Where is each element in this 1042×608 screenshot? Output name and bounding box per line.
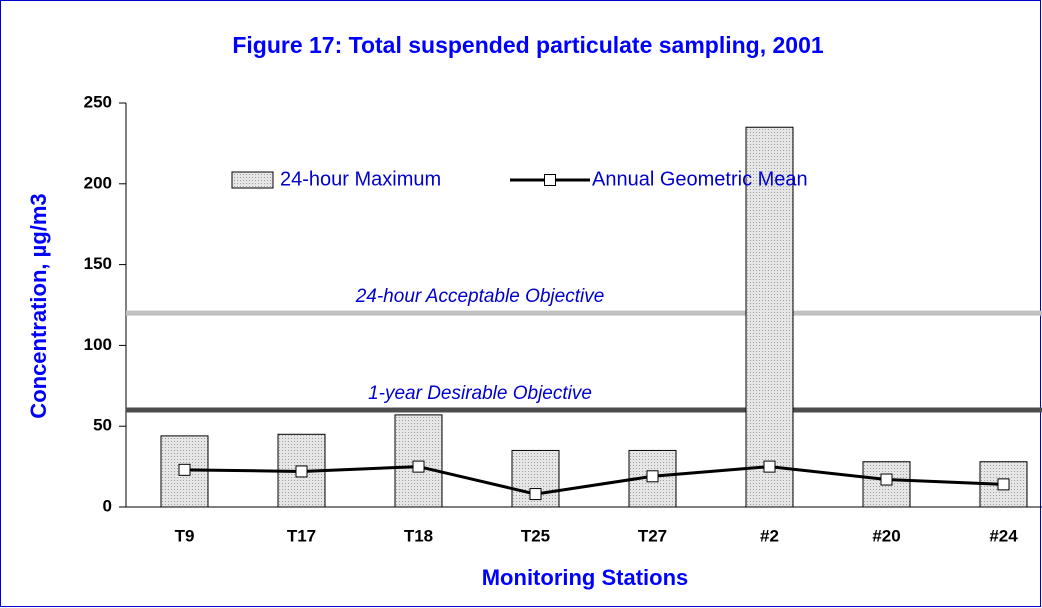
x-tick-label: T9 xyxy=(175,526,195,545)
line-marker xyxy=(412,460,425,473)
x-tick-label: #24 xyxy=(989,526,1018,545)
legend-swatch xyxy=(231,171,274,189)
y-tick-label: 0 xyxy=(103,496,112,515)
y-tick-label: 50 xyxy=(93,416,112,435)
y-tick-label: 200 xyxy=(84,173,112,192)
y-tick-label: 100 xyxy=(84,335,112,354)
line xyxy=(184,465,1004,496)
legend-label: Annual Geometric Mean xyxy=(592,168,808,190)
x-axis-label: Monitoring Stations xyxy=(482,565,689,590)
x-tick-label: T17 xyxy=(287,526,316,545)
y-tick-label: 150 xyxy=(84,254,112,273)
reference-label: 1-year Desirable Objective xyxy=(368,383,592,404)
y-axis-label: Concentration, µg/m3 xyxy=(26,193,51,418)
x-tick-label: #20 xyxy=(872,526,900,545)
line-marker xyxy=(178,463,191,476)
bar xyxy=(745,126,794,508)
chart-title: Figure 17: Total suspended particulate s… xyxy=(232,32,824,58)
y-tick-label: 250 xyxy=(84,92,112,111)
legend-label: 24-hour Maximum xyxy=(280,168,441,190)
x-tick-label: #2 xyxy=(760,526,779,545)
reference-label: 24-hour Acceptable Objective xyxy=(355,286,605,307)
line-marker xyxy=(295,465,308,478)
x-tick-label: T25 xyxy=(521,526,550,545)
x-tick-label: T27 xyxy=(638,526,667,545)
x-tick-label: T18 xyxy=(404,526,433,545)
legend-swatch-marker xyxy=(544,174,556,186)
line-marker xyxy=(880,473,893,486)
line-marker xyxy=(997,478,1010,491)
line-marker xyxy=(529,488,542,501)
line-marker xyxy=(763,460,776,473)
line-marker xyxy=(646,470,659,483)
